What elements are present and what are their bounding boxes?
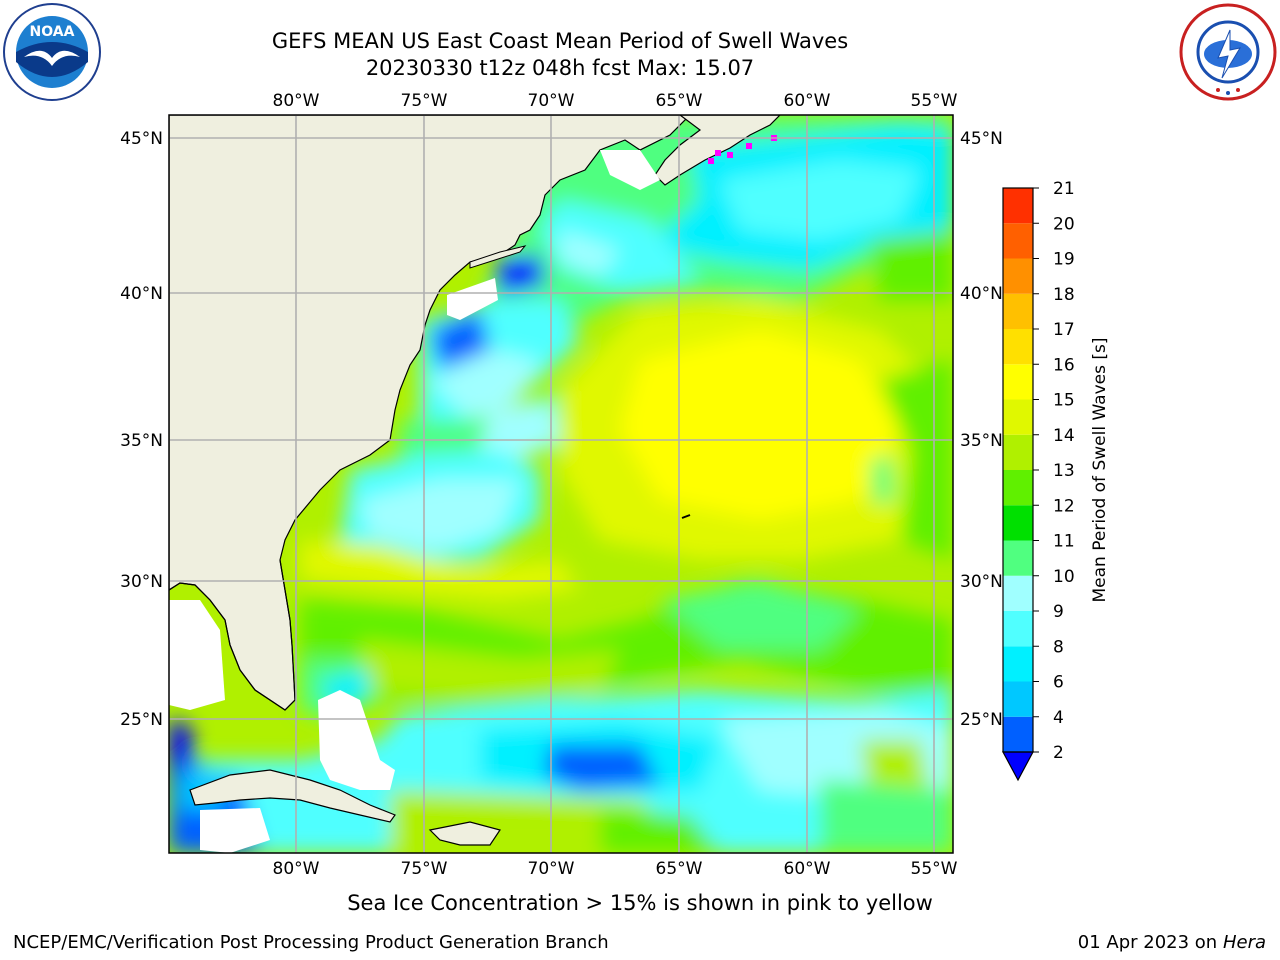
colorbar-segment bbox=[1003, 505, 1033, 541]
colorbar-tick-label: 6 bbox=[1053, 673, 1064, 693]
lon-label-top: 75°W bbox=[401, 91, 448, 111]
masked-gulf bbox=[169, 600, 225, 710]
nws-logo-icon bbox=[1179, 3, 1277, 101]
lon-labels-bottom: 80°W 75°W 70°W 65°W 60°W 55°W bbox=[273, 859, 958, 879]
colorbar-tick-label: 13 bbox=[1053, 461, 1075, 481]
colorbar-tick-label: 15 bbox=[1053, 391, 1075, 411]
lon-label-top: 65°W bbox=[656, 91, 703, 111]
colorbar-segment bbox=[1003, 258, 1033, 294]
chart-title: GEFS MEAN US East Coast Mean Period of S… bbox=[271, 29, 849, 53]
lat-label-right: 35°N bbox=[960, 431, 1003, 451]
colorbar-segment bbox=[1003, 575, 1033, 611]
lat-label-left: 40°N bbox=[120, 284, 163, 304]
ice-marker bbox=[708, 158, 714, 164]
lon-label-bottom: 75°W bbox=[401, 859, 448, 879]
colorbar-segment bbox=[1003, 646, 1033, 682]
lat-label-left: 25°N bbox=[120, 710, 163, 730]
lon-label-top: 80°W bbox=[273, 91, 320, 111]
lon-label-bottom: 55°W bbox=[911, 859, 958, 879]
colorbar-tick-label: 12 bbox=[1053, 496, 1075, 516]
lat-label-right: 25°N bbox=[960, 710, 1003, 730]
colorbar-tick-label: 14 bbox=[1053, 426, 1075, 446]
colorbar-segment bbox=[1003, 293, 1033, 329]
colorbar-segment bbox=[1003, 329, 1033, 365]
ice-marker bbox=[727, 152, 733, 158]
lat-label-right: 30°N bbox=[960, 572, 1003, 592]
colorbar-tick-label: 10 bbox=[1053, 567, 1075, 587]
colorbar-tick-label: 4 bbox=[1053, 708, 1064, 728]
lat-label-left: 45°N bbox=[120, 129, 163, 149]
lon-label-top: 70°W bbox=[528, 91, 575, 111]
lon-label-bottom: 80°W bbox=[273, 859, 320, 879]
lat-labels-right: 45°N 40°N 35°N 30°N 25°N bbox=[960, 129, 1003, 730]
noaa-logo-icon: NOAA bbox=[3, 3, 101, 101]
colorbar-segment bbox=[1003, 399, 1033, 435]
land-gulf-coast bbox=[169, 559, 296, 711]
colorbar-segment bbox=[1003, 434, 1033, 470]
ice-marker bbox=[715, 150, 721, 156]
colorbar-tick-label: 2 bbox=[1053, 743, 1064, 763]
date-text: 01 Apr 2023 on Hera bbox=[1078, 932, 1266, 953]
lon-label-bottom: 60°W bbox=[784, 859, 831, 879]
lon-label-top: 60°W bbox=[784, 91, 831, 111]
colorbar-tick-label: 16 bbox=[1053, 355, 1075, 375]
masked-gulf-of-maine bbox=[600, 150, 660, 190]
lat-label-right: 45°N bbox=[960, 129, 1003, 149]
date-value: 01 Apr 2023 on bbox=[1077, 932, 1223, 953]
colorbar-label: Mean Period of Swell Waves [s] bbox=[1090, 338, 1110, 603]
colorbar-tick-label: 21 bbox=[1053, 179, 1075, 199]
credit-text: NCEP/EMC/Verification Post Processing Pr… bbox=[13, 932, 609, 953]
ice-note: Sea Ice Concentration > 15% is shown in … bbox=[347, 891, 933, 915]
lat-label-right: 40°N bbox=[960, 284, 1003, 304]
masked-nj-coast bbox=[447, 278, 498, 320]
ice-marker bbox=[746, 143, 752, 149]
colorbar-tick-label: 9 bbox=[1053, 602, 1064, 622]
colorbar-segment bbox=[1003, 188, 1033, 224]
lat-label-left: 30°N bbox=[120, 572, 163, 592]
lon-labels-top: 80°W 75°W 70°W 65°W 60°W 55°W bbox=[273, 91, 958, 111]
masked-bahamas bbox=[318, 690, 395, 790]
land-long-island bbox=[469, 245, 527, 269]
colorbar-segment bbox=[1003, 470, 1033, 506]
chart-subtitle: 20230330 t12z 048h fcst Max: 15.07 bbox=[365, 56, 755, 80]
land-hispaniola bbox=[428, 821, 501, 846]
colorbar-tick-label: 8 bbox=[1053, 637, 1064, 657]
lon-label-top: 55°W bbox=[911, 91, 958, 111]
machine-name: Hera bbox=[1222, 932, 1266, 953]
colorbar-segment bbox=[1003, 611, 1033, 647]
noaa-logo-text: NOAA bbox=[30, 24, 75, 40]
map-area bbox=[169, 115, 953, 853]
map-frame bbox=[168, 114, 954, 854]
colorbar-tick-label: 17 bbox=[1053, 320, 1075, 340]
land-cuba bbox=[189, 769, 396, 823]
colorbar-tick-label: 20 bbox=[1053, 214, 1075, 234]
bermuda bbox=[681, 514, 691, 519]
colorbar-tick-label: 11 bbox=[1053, 532, 1075, 552]
colorbar-tick-label: 19 bbox=[1053, 250, 1075, 270]
colorbar-segment bbox=[1003, 681, 1033, 717]
colorbar-segment bbox=[1003, 716, 1033, 752]
colorbar-segment bbox=[1003, 223, 1033, 259]
masked-gulf-south bbox=[200, 808, 270, 853]
lat-labels-left: 45°N 40°N 35°N 30°N 25°N bbox=[120, 129, 163, 730]
graticule bbox=[169, 115, 953, 853]
lon-label-bottom: 70°W bbox=[528, 859, 575, 879]
colorbar-tick-label: 18 bbox=[1053, 285, 1075, 305]
colorbar: 2 4 6 8 9 10 11 12 13 14 15 16 17 18 19 20 21 bbox=[1001, 179, 1075, 782]
colorbar-segment bbox=[1003, 364, 1033, 400]
colorbar-extend-arrow bbox=[1001, 751, 1035, 782]
lon-label-bottom: 65°W bbox=[656, 859, 703, 879]
lat-label-left: 35°N bbox=[120, 431, 163, 451]
colorbar-segment bbox=[1003, 540, 1033, 576]
